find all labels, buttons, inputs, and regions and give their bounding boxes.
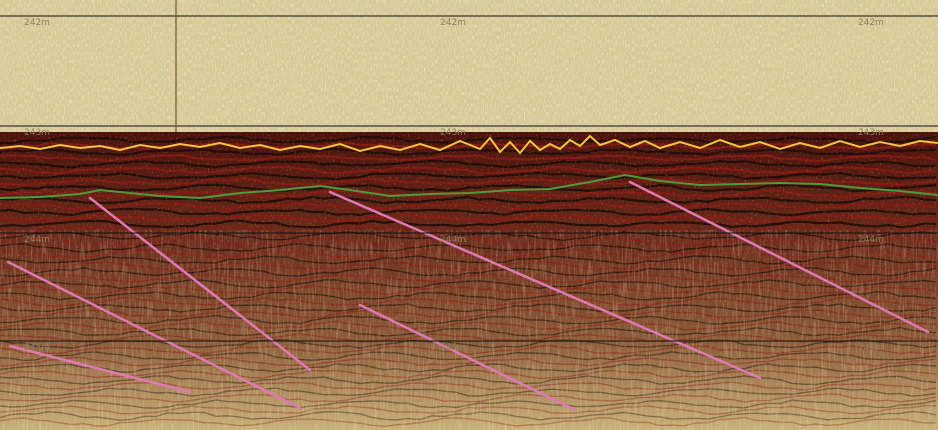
depth-label-243-left: 243m [24,128,50,138]
depth-label-242-left: 242m [24,18,50,28]
water-bottom-horizon [0,134,938,155]
dipping-reflector-6 [628,180,930,334]
depth-label-244-left: 244m [24,235,50,245]
depth-label-243-mid: 243m [440,128,466,138]
dipping-reflector-5 [358,303,577,412]
depth-label-243-right: 243m [858,128,884,138]
depth-label-245-mid: 245m [440,343,466,353]
dipping-reflector-3 [8,344,192,394]
dipping-reflector-2 [6,260,302,410]
dipping-reflector-4 [328,190,762,380]
depth-label-242-mid: 242m [440,18,466,28]
depth-label-242-right: 242m [858,18,884,28]
water-column-texture [0,0,938,132]
depth-label-244-mid: 244m [440,235,466,245]
depth-label-245-right: 245m [858,343,884,353]
depth-label-245-left: 245m [24,343,50,353]
lower-vertical-texture [0,230,938,430]
depth-label-244-right: 244m [858,235,884,245]
depth-grid [0,15,938,342]
subbottom-horizon [0,173,938,200]
